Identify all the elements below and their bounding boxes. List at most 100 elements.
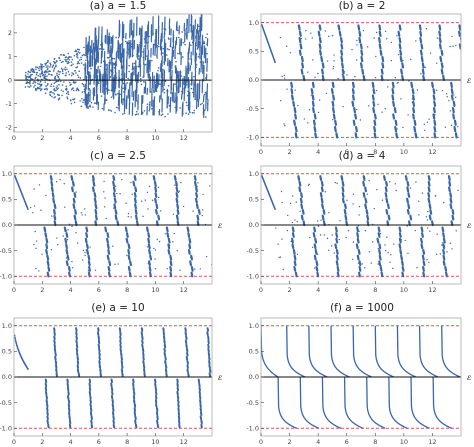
data-segment bbox=[107, 249, 111, 255]
data-point bbox=[331, 234, 333, 236]
data-point bbox=[35, 76, 37, 79]
data-segment bbox=[442, 237, 446, 244]
data-point bbox=[126, 254, 128, 256]
data-point bbox=[112, 81, 115, 83]
data-point bbox=[39, 87, 41, 90]
y-tick-label: 0.0 bbox=[249, 373, 259, 381]
data-point bbox=[146, 103, 149, 105]
x-tick-label: 4 bbox=[69, 438, 73, 446]
data-segment bbox=[427, 192, 431, 198]
data-segment bbox=[321, 203, 325, 210]
data-segment bbox=[450, 88, 454, 95]
data-point bbox=[93, 102, 96, 104]
data-segment bbox=[411, 88, 415, 95]
data-point bbox=[193, 75, 195, 78]
data-point bbox=[103, 191, 105, 193]
data-point bbox=[358, 205, 361, 208]
data-line bbox=[432, 376, 452, 429]
data-point bbox=[40, 209, 42, 211]
data-point bbox=[46, 61, 49, 64]
data-point bbox=[182, 56, 184, 58]
data-point bbox=[287, 214, 289, 217]
data-segment bbox=[313, 243, 317, 250]
data-segment bbox=[391, 88, 395, 95]
data-segment bbox=[72, 203, 76, 210]
data-point bbox=[29, 71, 32, 74]
data-segment bbox=[341, 192, 345, 198]
data-segment bbox=[114, 209, 118, 215]
data-point bbox=[173, 232, 176, 235]
data-point bbox=[33, 86, 35, 88]
data-point bbox=[436, 233, 438, 235]
y-tick-label: 0.0 bbox=[2, 221, 12, 229]
data-point bbox=[292, 97, 294, 99]
data-point bbox=[53, 58, 56, 60]
data-point bbox=[402, 126, 404, 129]
panel-title: (a) a = 1.5 bbox=[90, 0, 147, 12]
data-segment bbox=[294, 125, 298, 133]
data-segment bbox=[319, 192, 323, 198]
data-point bbox=[33, 205, 36, 207]
data-line bbox=[374, 325, 395, 378]
data-point bbox=[101, 107, 104, 110]
y-tick-label: 0.0 bbox=[249, 221, 259, 229]
data-segment bbox=[320, 186, 324, 193]
data-point bbox=[195, 44, 198, 47]
data-segment bbox=[154, 186, 158, 193]
data-segment bbox=[338, 30, 342, 37]
data-segment bbox=[49, 175, 53, 181]
data-segment bbox=[355, 243, 359, 250]
data-point bbox=[65, 92, 68, 95]
data-segment bbox=[449, 203, 453, 210]
data-point bbox=[373, 37, 375, 39]
data-point bbox=[206, 43, 208, 45]
data-point bbox=[449, 242, 451, 244]
data-point bbox=[453, 94, 455, 96]
data-segment bbox=[453, 125, 457, 133]
data-point bbox=[39, 73, 41, 75]
data-point bbox=[71, 260, 73, 263]
data-point bbox=[289, 52, 292, 54]
data-point bbox=[89, 106, 92, 108]
data-point bbox=[75, 89, 78, 92]
data-point bbox=[279, 256, 282, 258]
data-segment bbox=[86, 249, 90, 255]
x-tick-label: 0 bbox=[259, 148, 263, 156]
data-point bbox=[57, 70, 60, 72]
data-segment bbox=[359, 62, 363, 69]
data-segment bbox=[292, 100, 296, 107]
data-point bbox=[59, 71, 61, 73]
data-point bbox=[72, 63, 74, 65]
data-point bbox=[409, 58, 412, 61]
data-segment bbox=[448, 180, 452, 187]
data-point bbox=[40, 83, 43, 86]
data-point bbox=[27, 368, 29, 370]
data-point bbox=[115, 106, 118, 109]
data-segment bbox=[302, 220, 306, 227]
data-point bbox=[94, 202, 97, 205]
data-segment bbox=[74, 209, 77, 215]
data-point bbox=[153, 91, 156, 93]
data-point bbox=[76, 52, 78, 55]
data-point bbox=[157, 196, 160, 199]
data-point bbox=[67, 93, 70, 95]
data-point bbox=[177, 52, 179, 55]
data-segment bbox=[73, 214, 77, 221]
data-segment bbox=[341, 197, 345, 204]
data-segment bbox=[439, 55, 443, 63]
data-point bbox=[429, 230, 431, 232]
data-point bbox=[357, 262, 360, 264]
data-point bbox=[78, 62, 80, 65]
data-point bbox=[445, 93, 448, 95]
x-tick-label: 8 bbox=[373, 148, 377, 156]
data-segment bbox=[438, 24, 442, 31]
data-segment bbox=[380, 74, 384, 82]
data-point bbox=[81, 97, 83, 100]
data-segment bbox=[149, 271, 152, 278]
data-point bbox=[153, 247, 155, 250]
data-segment bbox=[373, 125, 377, 133]
data-point bbox=[328, 35, 330, 38]
data-point bbox=[274, 208, 276, 211]
data-point bbox=[138, 58, 140, 60]
data-segment bbox=[445, 271, 448, 278]
